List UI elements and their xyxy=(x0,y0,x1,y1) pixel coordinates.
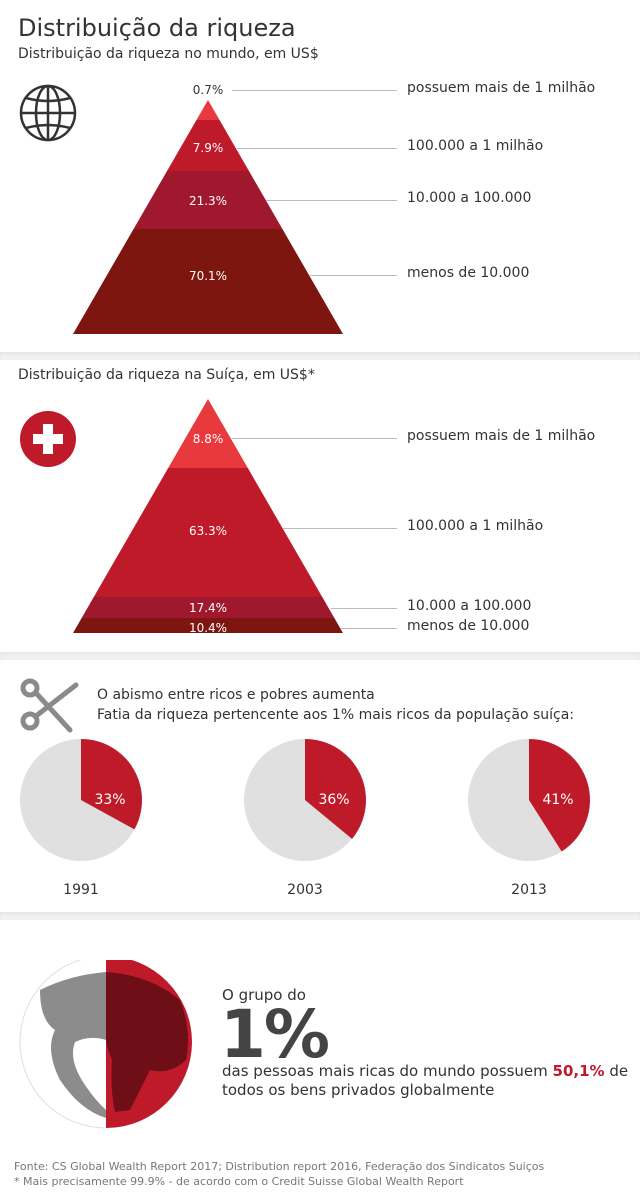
pyramid-value-label: 0.7% xyxy=(192,83,224,97)
pie-value-label: 41% xyxy=(542,792,574,808)
pyramid-category-label: 100.000 a 1 milhão xyxy=(407,518,544,534)
footer-note: * Mais precisamente 99.9% - de acordo co… xyxy=(14,1175,464,1188)
leader-line xyxy=(331,608,397,609)
leader-line xyxy=(237,148,397,149)
pyramid-value-label: 8.8% xyxy=(192,432,224,446)
pie-year-label: 2003 xyxy=(287,882,323,898)
pyramid-value-label: 10.4% xyxy=(188,621,228,635)
pyramid-value-label: 70.1% xyxy=(188,269,228,283)
onepercent-big: 1% xyxy=(220,996,330,1073)
text-before: das pessoas mais ricas do mundo possuem xyxy=(222,1062,553,1080)
highlight-value: 50,1% xyxy=(552,1062,605,1080)
section-divider xyxy=(0,352,640,360)
pie-year-label: 2013 xyxy=(511,882,547,898)
gap-heading: O abismo entre ricos e pobres aumenta xyxy=(97,687,375,703)
leader-line xyxy=(232,90,397,91)
pie-year-label: 1991 xyxy=(63,882,99,898)
text-after: de xyxy=(604,1062,629,1080)
section-divider xyxy=(0,652,640,660)
onepercent-intro: O grupo do xyxy=(222,986,306,1004)
pyramid-value-label: 7.9% xyxy=(192,141,224,155)
pyramid-band xyxy=(196,100,220,120)
pyramid-category-label: possuem mais de 1 milhão xyxy=(407,80,596,96)
pyramid-value-label: 21.3% xyxy=(188,194,228,208)
pie-value-label: 36% xyxy=(318,792,350,808)
swiss-flag-icon xyxy=(20,411,76,467)
leader-line xyxy=(232,438,397,439)
pyramid-category-label: 100.000 a 1 milhão xyxy=(407,138,544,154)
leader-line xyxy=(266,200,397,201)
globe-icon xyxy=(19,84,77,142)
pyramid-value-label: 63.3% xyxy=(188,524,228,538)
pyramid-category-label: 10.000 a 100.000 xyxy=(407,190,532,206)
pyramid-category-label: possuem mais de 1 milhão xyxy=(407,428,596,444)
leader-line xyxy=(340,628,397,629)
pyramid-value-label: 17.4% xyxy=(188,601,228,615)
pie-slice xyxy=(81,739,142,830)
leader-line xyxy=(310,275,397,276)
gap-subheading: Fatia da riqueza pertencente aos 1% mais… xyxy=(97,707,575,723)
pyramid-category-label: 10.000 a 100.000 xyxy=(407,598,532,614)
section-divider xyxy=(0,912,640,920)
leader-line xyxy=(283,528,397,529)
scissors-icon xyxy=(20,678,79,733)
onepercent-line2: todos os bens privados globalmente xyxy=(222,1081,495,1099)
earth-globe-icon xyxy=(19,960,192,1129)
pyramid-category-label: menos de 10.000 xyxy=(407,618,530,634)
pie-value-label: 33% xyxy=(94,792,126,808)
page-title: Distribuição da riqueza xyxy=(18,14,296,42)
onepercent-text: das pessoas mais ricas do mundo possuem … xyxy=(222,1062,628,1080)
footer-source: Fonte: CS Global Wealth Report 2017; Dis… xyxy=(14,1160,545,1173)
pie-slice xyxy=(305,739,366,839)
world-subtitle: Distribuição da riqueza no mundo, em US$ xyxy=(18,46,319,62)
swiss-subtitle: Distribuição da riqueza na Suíça, em US$… xyxy=(18,367,315,383)
pyramid-category-label: menos de 10.000 xyxy=(407,265,530,281)
